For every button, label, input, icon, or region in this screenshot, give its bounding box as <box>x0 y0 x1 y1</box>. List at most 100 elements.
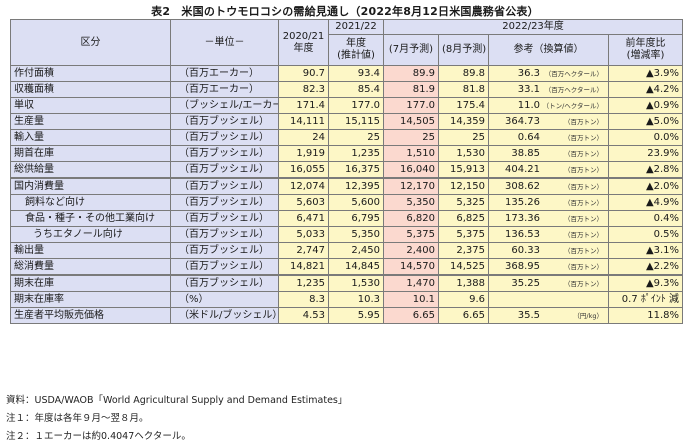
cell-jul: 177.0 <box>383 97 439 114</box>
cell-2020: 2,747 <box>278 242 329 259</box>
cell-jul: 10.1 <box>383 291 439 308</box>
header-aug: (8月予測) <box>438 34 489 66</box>
ref-value: 38.85 <box>511 147 540 159</box>
cell-aug: 9.6 <box>438 291 489 308</box>
cell-2021: 15,115 <box>328 113 384 130</box>
cell-2021: 5.95 <box>328 307 384 324</box>
cell-2021: 5,600 <box>328 194 384 211</box>
cell-aug: 14,525 <box>438 258 489 276</box>
cell-2020: 5,603 <box>278 194 329 211</box>
cell-jul: 5,375 <box>383 226 439 243</box>
cell-2020: 8.3 <box>278 291 329 308</box>
cell-change: ▲3.1% <box>607 242 684 259</box>
cell-2020: 4.53 <box>278 307 329 324</box>
cell-aug: 81.8 <box>438 81 489 98</box>
cell-2020: 24 <box>278 129 329 146</box>
ref-unit: （円/kg） <box>573 311 603 320</box>
cell-2021: 85.4 <box>328 81 384 98</box>
cell-aug: 5,375 <box>438 226 489 243</box>
cell-2020: 171.4 <box>278 97 329 114</box>
cell-ref: 36.3 （百万ヘクタール） <box>488 65 609 82</box>
ref-unit: （百万トン） <box>564 198 603 207</box>
ref-value: 36.3 <box>517 67 540 79</box>
cell-change: 23.9% <box>607 145 684 162</box>
ref-unit: （百万トン） <box>564 133 603 142</box>
table-title: 表2 米国のトウモロコシの需給見通し（2022年8月12日米国農務省公表） <box>151 5 539 18</box>
cell-ref: 308.62 （百万トン） <box>488 177 609 195</box>
cell-2020: 1,919 <box>278 145 329 162</box>
cell-jul: 12,170 <box>383 177 439 195</box>
ref-unit: （百万トン） <box>564 279 603 288</box>
row-label: 国内消費量 <box>10 177 171 195</box>
row-label: 総消費量 <box>10 258 171 276</box>
cell-2021: 25 <box>328 129 384 146</box>
cell-change: 11.8% <box>607 307 684 324</box>
cell-ref: 38.85 （百万トン） <box>488 145 609 162</box>
cell-ref: 0.64 （百万トン） <box>488 129 609 146</box>
cell-2021: 177.0 <box>328 97 384 114</box>
cell-jul: 25 <box>383 129 439 146</box>
row-label: 輸入量 <box>10 129 171 146</box>
cell-2021: 16,375 <box>328 161 384 179</box>
cell-ref: 35.5 （円/kg） <box>488 307 609 324</box>
ref-unit: （百万トン） <box>564 182 603 191</box>
cell-change: 0.5% <box>607 226 684 243</box>
row-label: 総供給量 <box>10 161 171 179</box>
cell-change: ▲2.8% <box>607 161 684 179</box>
cell-ref: 173.36 （百万トン） <box>488 210 609 227</box>
ref-value: 35.5 <box>517 309 540 321</box>
row-unit: （米ドル/ブッシェル） <box>170 307 279 324</box>
cell-change: 0.0% <box>607 129 684 146</box>
table-row: 総供給量 （百万ブッシェル） 16,055 16,375 16,040 15,913 404… <box>10 161 684 179</box>
row-label: 輸出量 <box>10 242 171 259</box>
ref-value: 33.1 <box>517 83 540 95</box>
ref-unit: （百万トン） <box>564 262 603 271</box>
ref-value: 368.95 <box>505 260 540 272</box>
ref-value: 136.53 <box>505 228 540 240</box>
cell-ref: 136.53 （百万トン） <box>488 226 609 243</box>
table-row: 国内消費量 （百万ブッシェル） 12,074 12,395 12,170 12,150 30… <box>10 177 684 195</box>
cell-jul: 14,505 <box>383 113 439 130</box>
row-unit: （百万ブッシェル） <box>170 274 279 292</box>
header-2021-top: 2021/22 <box>328 19 384 35</box>
row-label: 期首在庫 <box>10 145 171 162</box>
cell-2021: 93.4 <box>328 65 384 82</box>
table-row: 生産量 （百万ブッシェル） 14,111 15,115 14,505 14,359 364.… <box>10 113 684 130</box>
row-label: 収穫面積 <box>10 81 171 98</box>
table-row: 期末在庫 （百万ブッシェル） 1,235 1,530 1,470 1,388 35.25 （百… <box>10 274 684 292</box>
row-unit: （百万ブッシェル） <box>170 258 279 276</box>
cell-2020: 82.3 <box>278 81 329 98</box>
cell-jul: 14,570 <box>383 258 439 276</box>
table-row: 輸出量 （百万ブッシェル） 2,747 2,450 2,400 2,375 60.33 （百万… <box>10 242 684 259</box>
row-label: 食品・種子・その他工業向け <box>10 210 171 227</box>
table-row: 総消費量 （百万ブッシェル） 14,821 14,845 14,570 14,525 368… <box>10 258 684 276</box>
row-unit: （百万ブッシェル） <box>170 113 279 130</box>
cell-ref: 368.95 （百万トン） <box>488 258 609 276</box>
row-unit: （百万ブッシェル） <box>170 129 279 146</box>
table-row: 期末在庫率 （%） 8.3 10.3 10.1 9.6 0.7 ﾎﾟｲﾝﾄ 減 <box>10 291 684 308</box>
row-unit: （百万ブッシェル） <box>170 145 279 162</box>
ref-unit: （百万トン） <box>564 214 603 223</box>
row-label: うちエタノール向け <box>10 226 171 243</box>
row-unit: （百万ブッシェル） <box>170 226 279 243</box>
table-row: 食品・種子・その他工業向け （百万ブッシェル） 6,471 6,795 6,820 6,8… <box>10 210 684 227</box>
ref-value: 0.64 <box>517 131 540 143</box>
cell-2020: 6,471 <box>278 210 329 227</box>
cell-2021: 10.3 <box>328 291 384 308</box>
table-row: 期首在庫 （百万ブッシェル） 1,919 1,235 1,510 1,530 38.85 （百… <box>10 145 684 162</box>
ref-value: 173.36 <box>505 212 540 224</box>
cell-ref: 135.26 （百万トン） <box>488 194 609 211</box>
cell-2021: 5,350 <box>328 226 384 243</box>
cell-ref: 11.0 （トン/ヘクタール） <box>488 97 609 114</box>
note-1: 注１：年度は各年９月～翌８月。 <box>6 413 149 424</box>
row-unit: （ブッシェル/エーカー） <box>170 97 279 114</box>
ref-value: 135.26 <box>505 196 540 208</box>
table-row: 輸入量 （百万ブッシェル） 24 25 25 25 0.64 （百万トン） 0.0% <box>10 129 684 146</box>
header-jul: (7月予測) <box>383 34 439 66</box>
cell-2020: 90.7 <box>278 65 329 82</box>
ref-unit: （百万トン） <box>564 149 603 158</box>
header-unit: －単位－ <box>170 19 279 66</box>
cell-ref: 33.1 （百万ヘクタール） <box>488 81 609 98</box>
cell-ref: 404.21 （百万トン） <box>488 161 609 179</box>
row-label: 期末在庫 <box>10 274 171 292</box>
